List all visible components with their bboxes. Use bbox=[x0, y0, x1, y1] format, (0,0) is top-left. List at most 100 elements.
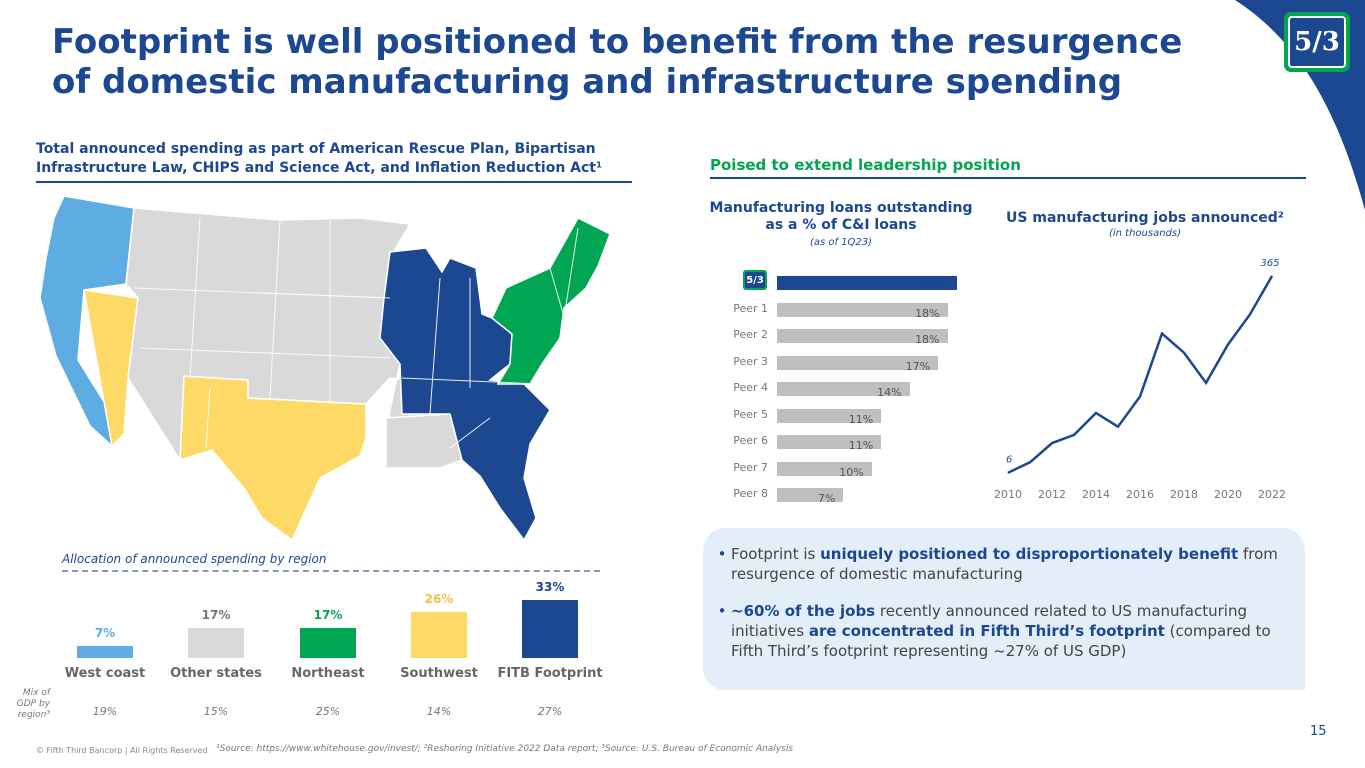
jobs-data-point bbox=[1249, 313, 1251, 315]
loans-bar-label: Peer 8 bbox=[733, 487, 768, 500]
allocation-label: Allocation of announced spending by regi… bbox=[62, 552, 327, 566]
jobs-chart-subtitle: (in thousands) bbox=[1108, 228, 1182, 239]
jobs-x-tick-label: 2014 bbox=[1082, 488, 1110, 501]
page-number: 15 bbox=[1310, 724, 1327, 739]
loans-bar bbox=[777, 276, 957, 290]
loans-bar-value: 18% bbox=[915, 333, 940, 346]
allocation-value-label: 17% bbox=[201, 608, 231, 623]
loans-bar-value: 7% bbox=[817, 492, 836, 505]
allocation-bar-other-states bbox=[188, 628, 244, 658]
bullet-text: recently announced related to US manufac… bbox=[731, 602, 1247, 640]
loans-bar-label: Peer 4 bbox=[733, 381, 768, 394]
map-region-gulf-states bbox=[385, 413, 463, 469]
loans-bar-value: 17% bbox=[905, 359, 931, 373]
jobs-chart-title: US manufacturing jobs announced² bbox=[1006, 210, 1284, 226]
allocation-category-label: West coast bbox=[64, 666, 146, 681]
allocation-category-label: Northeast bbox=[291, 666, 365, 681]
bullet-point: • Footprint is uniquely positioned to di… bbox=[713, 544, 1281, 584]
right-section-heading: Poised to extend leadership position bbox=[710, 156, 1306, 179]
key-points-panel: • Footprint is uniquely positioned to di… bbox=[703, 528, 1305, 690]
us-region-map bbox=[39, 195, 611, 542]
loans-bar-value: 18% bbox=[915, 306, 940, 320]
fifth-third-mini-logo: 5/3 bbox=[743, 270, 767, 290]
loans-bar-label: Peer 5 bbox=[733, 407, 768, 421]
allocation-value-label: 17% bbox=[313, 608, 343, 623]
gdp-mix-value: 27% bbox=[537, 705, 563, 718]
allocation-category-label: FITB Footprint bbox=[497, 666, 603, 681]
gdp-mix-value: 15% bbox=[203, 705, 229, 718]
allocation-divider bbox=[62, 570, 600, 572]
jobs-data-point bbox=[1007, 472, 1009, 474]
left-section-heading: Total announced spending as part of Amer… bbox=[36, 140, 632, 183]
page-title: Footprint is well positioned to benefit … bbox=[52, 22, 1183, 102]
fifth-third-logo: 5/3 bbox=[1284, 12, 1350, 72]
copyright: © Fifth Third Bancorp | All Rights Reser… bbox=[36, 746, 208, 755]
bullet-emphasis: ~60% of the jobs bbox=[731, 602, 876, 620]
loans-bar-label: Peer 6 bbox=[733, 434, 768, 447]
jobs-data-point bbox=[1095, 412, 1097, 414]
loans-bar bbox=[777, 382, 910, 396]
allocation-bar-southwest bbox=[411, 612, 467, 658]
gdp-mix-value: 25% bbox=[315, 705, 341, 718]
loans-bar-value: 11% bbox=[848, 412, 874, 426]
loans-bar-value: 14% bbox=[877, 386, 902, 399]
jobs-data-point bbox=[1029, 461, 1031, 463]
jobs-data-point bbox=[1227, 343, 1229, 345]
loans-bar-label: Peer 2 bbox=[733, 328, 768, 341]
jobs-x-tick-label: 2010 bbox=[994, 488, 1022, 501]
loans-bar bbox=[777, 488, 844, 502]
jobs-data-point bbox=[1183, 352, 1185, 354]
loans-bar bbox=[777, 435, 882, 449]
loans-chart-subtitle: (as of 1Q23) bbox=[809, 237, 873, 248]
map-region-southwest bbox=[83, 289, 367, 542]
bullet-dot-icon: • bbox=[717, 602, 727, 620]
jobs-last-value-label: 365 bbox=[1260, 258, 1279, 269]
loans-bar-label: Peer 1 bbox=[733, 301, 768, 315]
bullet-text: from resurgence of domestic manufacturin… bbox=[731, 545, 1278, 583]
allocation-value-label: 7% bbox=[94, 625, 116, 640]
allocation-category-label: Other states bbox=[170, 666, 262, 681]
jobs-first-value-label: 6 bbox=[1006, 455, 1012, 466]
bullet-text: Footprint is bbox=[731, 545, 821, 563]
jobs-x-tick-label: 2012 bbox=[1038, 488, 1066, 501]
jobs-data-point bbox=[1051, 442, 1053, 444]
jobs-x-tick-label: 2018 bbox=[1170, 488, 1198, 501]
bullet-emphasis: uniquely positioned to disproportionatel… bbox=[820, 545, 1239, 563]
jobs-data-point bbox=[1205, 382, 1207, 384]
bullet-emphasis: are concentrated in Fifth Third’s footpr… bbox=[808, 622, 1165, 640]
loans-bar bbox=[777, 355, 939, 370]
right-heading-text: Poised to extend leadership position bbox=[710, 156, 1021, 174]
allocation-bar-fitb-footprint bbox=[522, 600, 578, 658]
jobs-data-point bbox=[1117, 426, 1119, 428]
jobs-data-point bbox=[1161, 333, 1163, 335]
allocation-bar-west-coast bbox=[77, 645, 133, 658]
allocation-category-label: Southwest bbox=[400, 666, 478, 681]
bullet-text: (compared to Fifth Third’s footprint rep… bbox=[731, 622, 1271, 660]
jobs-x-tick-label: 2016 bbox=[1126, 488, 1154, 501]
allocation-bar-northeast bbox=[300, 628, 356, 658]
allocation-value-label: 26% bbox=[424, 592, 454, 607]
bullet-dot-icon: • bbox=[717, 545, 727, 563]
jobs-line-chart: 2010 2012 2014 2016 2018 2020 2022 6 365 bbox=[994, 258, 1286, 501]
jobs-data-point bbox=[1139, 396, 1141, 398]
loans-bar-value: 11% bbox=[848, 439, 874, 452]
loans-bar-value: 19% bbox=[922, 280, 949, 293]
jobs-series-line bbox=[1007, 275, 1274, 474]
bullet-point: • ~60% of the jobs recently announced re… bbox=[713, 601, 1281, 661]
allocation-value-label: 33% bbox=[535, 580, 565, 594]
gdp-mix-value: 14% bbox=[426, 705, 452, 718]
logo-text: 5/3 bbox=[1288, 16, 1346, 68]
map-region-northeast bbox=[491, 217, 611, 385]
jobs-x-tick-label: 2022 bbox=[1258, 488, 1286, 501]
loans-bar bbox=[777, 302, 948, 317]
gdp-mix-label: Mix of GDP by region³ bbox=[16, 688, 50, 720]
jobs-data-point bbox=[1073, 434, 1075, 436]
loans-bar bbox=[777, 461, 872, 476]
loans-bar-label: Peer 7 bbox=[733, 460, 768, 474]
loans-bar bbox=[777, 408, 882, 423]
sources-footnote: ¹Source: https://www.whitehouse.gov/inve… bbox=[216, 744, 794, 754]
loans-chart-title: Manufacturing loans outstanding as a % o… bbox=[709, 200, 973, 233]
map-region-fitb-footprint bbox=[379, 247, 551, 542]
loans-bar-value: 10% bbox=[839, 465, 864, 479]
gdp-mix-value: 19% bbox=[92, 705, 118, 718]
